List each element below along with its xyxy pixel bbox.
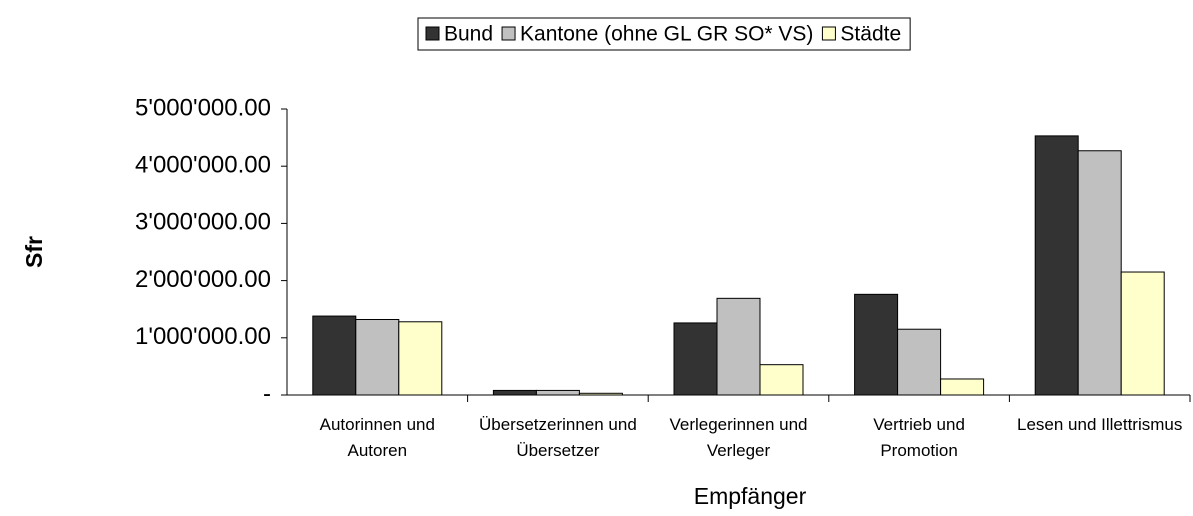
x-tick-label: Verlegerinnen und Verleger xyxy=(669,415,808,460)
bar xyxy=(673,322,718,396)
x-tick-label: Lesen und Illettrismus xyxy=(1017,415,1183,434)
x-tick-label: Übersetzerinnen und Übersetzer xyxy=(478,415,637,460)
bar xyxy=(355,318,400,396)
legend-swatch xyxy=(821,26,836,41)
y-tick-label: 1'000'000.00 xyxy=(135,323,271,350)
bar xyxy=(854,293,899,396)
bar xyxy=(716,297,761,396)
y-tick-label: 2'000'000.00 xyxy=(135,266,271,293)
legend-label: Kantone (ohne GL GR SO* VS) xyxy=(520,23,813,46)
legend-box xyxy=(417,17,911,51)
y-tick-label: 4'000'000.00 xyxy=(135,152,271,179)
legend-swatch xyxy=(501,26,516,41)
x-tick-label: Autorinnen und Autoren xyxy=(319,415,435,460)
y-tick-label: - xyxy=(263,380,271,407)
legend-swatch xyxy=(425,26,440,41)
bar xyxy=(398,321,443,396)
legend-label: Bund xyxy=(444,23,493,46)
x-tick-label: Vertrieb und Promotion xyxy=(873,415,965,460)
bar xyxy=(1077,150,1122,396)
bar xyxy=(897,328,942,396)
legend-label: Städte xyxy=(840,23,901,46)
bar xyxy=(312,315,357,396)
y-axis-label: Sfr xyxy=(21,236,47,268)
y-tick-label: 5'000'000.00 xyxy=(135,94,271,121)
bar xyxy=(759,364,804,396)
bar xyxy=(1120,271,1165,396)
bar xyxy=(940,378,985,396)
bar xyxy=(492,389,537,396)
y-tick-label: 3'000'000.00 xyxy=(135,209,271,236)
bar xyxy=(1034,135,1079,396)
x-axis-label: Empfänger xyxy=(694,483,807,509)
bar xyxy=(535,389,580,396)
bar xyxy=(578,392,623,396)
